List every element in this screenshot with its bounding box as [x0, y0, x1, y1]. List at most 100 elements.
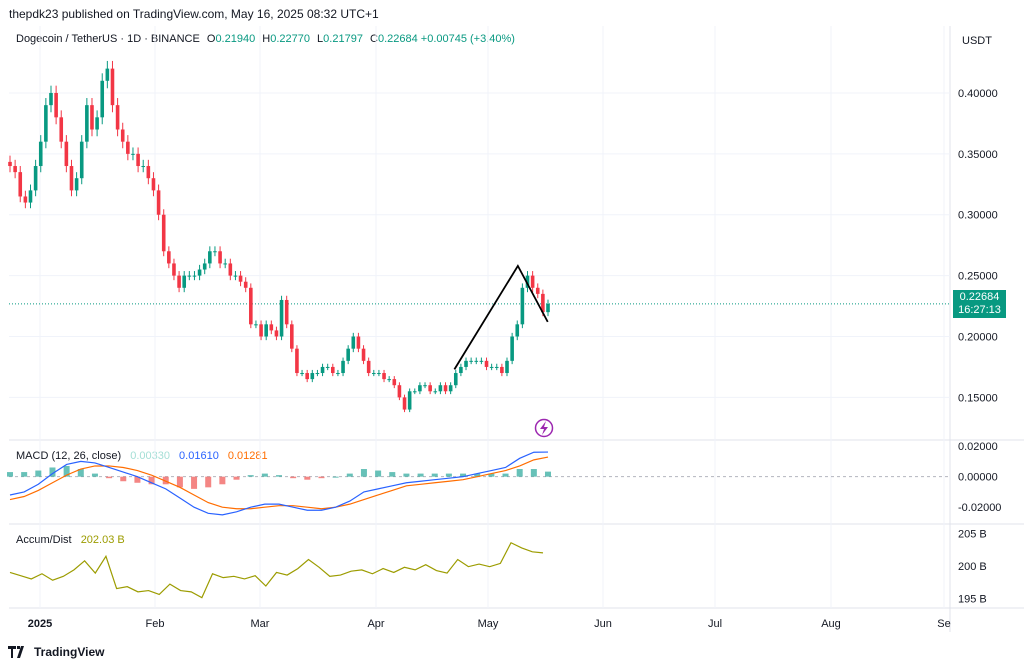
macd-tick-label: 0.02000 [958, 441, 998, 453]
candle-body [197, 269, 202, 276]
price-tick-label: 0.30000 [958, 210, 998, 222]
macd-histogram-bar [247, 475, 254, 477]
macd-histogram-bar [261, 473, 268, 477]
candle-body [428, 385, 432, 392]
x-tick-label: Feb [146, 618, 165, 630]
candle-body [264, 324, 268, 337]
candle-body [305, 373, 309, 380]
candle-body [156, 190, 161, 215]
x-tick-label: 2025 [28, 618, 52, 630]
candle-body [243, 281, 248, 288]
macd-histogram-bar [375, 470, 382, 477]
macd-tick-label: 0.00000 [958, 472, 998, 484]
candle-body [213, 251, 217, 253]
lightning-icon[interactable] [534, 418, 554, 438]
candle-body [433, 391, 438, 393]
candle-body [38, 141, 43, 167]
macd-line-value: 0.01610 [179, 450, 219, 462]
candle-body [535, 287, 540, 294]
candle-body [126, 141, 130, 154]
candle-body [382, 373, 386, 380]
candle-body [218, 251, 222, 264]
macd-histogram-bar [91, 473, 98, 477]
candle-body [407, 391, 412, 410]
x-tick-label: Mar [251, 618, 270, 630]
candle-body [464, 360, 468, 367]
candle-body [423, 385, 427, 387]
candle-body [448, 385, 453, 392]
candle-body [371, 373, 376, 375]
macd-histogram-bar [35, 470, 42, 477]
price-tick-label: 0.25000 [958, 271, 998, 283]
bar-countdown: 16:27:13 [958, 304, 1001, 316]
published-caption: thepdk23 published on TradingView.com, M… [9, 7, 379, 21]
macd-histogram-bar [346, 473, 353, 477]
macd-line [9, 451, 549, 516]
candle-body [520, 287, 525, 325]
currency-label[interactable]: USDT [962, 35, 992, 47]
macd-histogram-bar [162, 476, 169, 485]
trendline-drawing[interactable] [453, 264, 549, 370]
candle-body [402, 397, 407, 410]
candle-body [279, 299, 284, 337]
candle-body [182, 275, 187, 288]
candle-body [233, 275, 238, 277]
macd-histogram-bar [502, 473, 509, 477]
ad-tick-label: 195 B [958, 593, 987, 605]
candle-body [187, 275, 192, 277]
candle-body [336, 373, 340, 375]
candle-body [115, 105, 120, 130]
ad-tick-label: 200 B [958, 561, 987, 573]
macd-histogram-bar [134, 476, 141, 483]
candle-body [249, 287, 253, 325]
macd-histogram-bar [205, 476, 212, 488]
candle-body [438, 385, 443, 392]
macd-histogram-bar [148, 476, 155, 485]
candle-body [505, 360, 509, 374]
macd-histogram-bar [474, 473, 481, 477]
macd-histogram-bar [49, 467, 56, 477]
candle-body [459, 366, 463, 374]
candle-body [300, 373, 304, 375]
price-tick-label: 0.20000 [958, 332, 998, 344]
candle-body [110, 68, 115, 106]
candle-body [474, 360, 479, 362]
tradingview-icon [8, 646, 24, 658]
candle-body [95, 117, 99, 130]
macd-histogram-bar [106, 476, 113, 479]
candle-body [315, 373, 320, 375]
candle-body [202, 263, 207, 270]
candle-body [510, 336, 514, 361]
candle-body [49, 92, 53, 106]
macd-histogram-bar [545, 471, 551, 477]
symbol-legend[interactable]: Dogecoin / TetherUS · 1D · BINANCE O0.21… [16, 33, 515, 45]
candle-body [356, 336, 361, 349]
candle-body [392, 379, 397, 386]
candle-body [397, 385, 402, 398]
ad-tick-label: 205 B [958, 529, 987, 541]
candle-body [100, 80, 105, 118]
brand-name: TradingView [34, 645, 105, 659]
candle-body [366, 360, 371, 374]
candle-body [79, 141, 84, 179]
macd-histogram-bar [77, 469, 84, 477]
macd-legend[interactable]: MACD (12, 26, close) 0.00330 0.01610 0.0… [16, 450, 274, 462]
ad-legend[interactable]: Accum/Dist 202.03 B [16, 534, 131, 546]
macd-histogram-bar [530, 469, 537, 477]
x-tick-label: May [478, 618, 499, 630]
macd-histogram-bar [360, 469, 367, 477]
candle-body [54, 92, 58, 118]
macd-histogram-bar [460, 473, 467, 477]
candle-body [85, 105, 89, 142]
candle-body [515, 324, 520, 337]
candle-body [361, 348, 366, 361]
candle-body [136, 153, 140, 167]
candle-body [453, 373, 458, 386]
last-price-tag: 0.22684 16:27:13 [953, 290, 1006, 318]
candle-body [192, 275, 197, 277]
macd-histogram-bar [417, 473, 424, 477]
macd-tick-label: -0.02000 [958, 502, 1001, 514]
x-tick-label: Apr [367, 618, 384, 630]
close-label: C [370, 33, 378, 45]
